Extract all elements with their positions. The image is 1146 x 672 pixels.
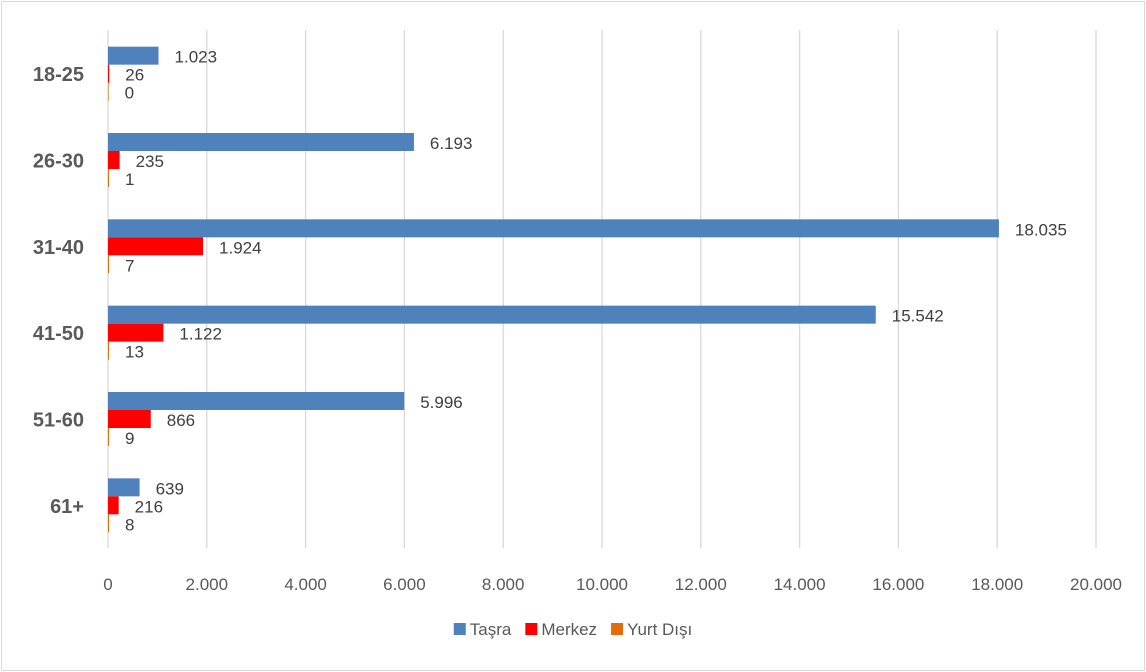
x-tick-label: 18.000 [971, 575, 1023, 594]
data-labels: 1.023 6.193 18.035 15.542 5.996 639 26 235 1.924… [125, 48, 1067, 535]
data-label-yurt-d-31-40: 7 [125, 256, 134, 275]
legend-label-merkez: Merkez [541, 620, 597, 639]
legend-label-yurt-d: Yurt Dışı [627, 620, 692, 639]
legend-label-ta-ra: Taşra [470, 620, 512, 639]
axes: 0 2.000 4.000 6.000 8.000 10.000 12.000 14.000 1… [33, 64, 1122, 594]
bar-merkez-31-40 [108, 237, 204, 256]
bar-yurt-d-18-25 [108, 82, 109, 101]
bar-yurt-d-61 [108, 514, 109, 533]
bar-merkez-18-25 [108, 64, 110, 83]
bar-merkez-51-60 [108, 410, 151, 428]
bar-ta-ra-51-60 [108, 392, 405, 410]
data-label-ta-ra-51-60: 5.996 [420, 393, 463, 412]
data-label-merkez-26-30: 235 [136, 152, 164, 171]
category-label: 41-50 [33, 323, 84, 345]
x-tick-label: 12.000 [675, 575, 727, 594]
bar-ta-ra-61 [108, 478, 140, 497]
x-tick-label: 6.000 [383, 575, 426, 594]
gridlines [107, 30, 1097, 548]
legend-swatch-ta-ra [453, 623, 466, 635]
x-tick-label: 14.000 [774, 575, 826, 594]
data-label-ta-ra-41-50: 15.542 [892, 307, 944, 326]
bar-ta-ra-41-50 [108, 305, 876, 324]
bar-merkez-61 [108, 496, 119, 515]
data-label-ta-ra-61: 639 [156, 479, 184, 498]
data-label-ta-ra-31-40: 18.035 [1015, 220, 1067, 239]
bar-yurt-d-51-60 [108, 428, 109, 446]
data-label-yurt-d-51-60: 9 [125, 429, 134, 448]
category-label: 26-30 [33, 151, 84, 173]
data-label-yurt-d-41-50: 13 [125, 343, 144, 362]
legend: Taşra Merkez Yurt Dışı [453, 620, 692, 639]
category-label: 18-25 [33, 64, 84, 86]
x-tick-label: 0 [103, 575, 112, 594]
x-tick-label: 20.000 [1070, 575, 1122, 594]
bar-merkez-41-50 [108, 323, 164, 342]
legend-swatch-yurt-d [611, 623, 624, 635]
bar-yurt-d-41-50 [108, 341, 109, 360]
data-label-yurt-d-18-25: 0 [125, 84, 134, 103]
data-label-merkez-18-25: 26 [125, 66, 144, 85]
data-label-yurt-d-61: 8 [125, 515, 134, 534]
bar-yurt-d-26-30 [108, 169, 109, 187]
category-label: 51-60 [33, 410, 84, 432]
bar-yurt-d-31-40 [108, 255, 109, 274]
data-label-yurt-d-26-30: 1 [125, 170, 134, 189]
x-tick-label: 2.000 [186, 575, 229, 594]
category-label: 31-40 [33, 237, 84, 259]
data-label-merkez-61: 216 [135, 497, 163, 516]
legend-swatch-merkez [525, 623, 538, 635]
x-tick-label: 10.000 [576, 575, 628, 594]
x-tick-label: 16.000 [872, 575, 924, 594]
bars [108, 46, 999, 533]
data-label-ta-ra-18-25: 1.023 [175, 48, 218, 67]
category-label: 61+ [50, 496, 84, 518]
data-label-merkez-41-50: 1.122 [179, 325, 222, 344]
data-label-merkez-51-60: 866 [167, 411, 195, 430]
data-label-merkez-31-40: 1.924 [219, 238, 262, 257]
data-label-ta-ra-26-30: 6.193 [430, 134, 473, 153]
bar-merkez-26-30 [108, 151, 120, 169]
x-tick-label: 8.000 [482, 575, 525, 594]
bar-ta-ra-26-30 [108, 133, 414, 151]
x-tick-label: 4.000 [284, 575, 327, 594]
bar-ta-ra-18-25 [108, 46, 159, 65]
bar-ta-ra-31-40 [108, 219, 999, 238]
